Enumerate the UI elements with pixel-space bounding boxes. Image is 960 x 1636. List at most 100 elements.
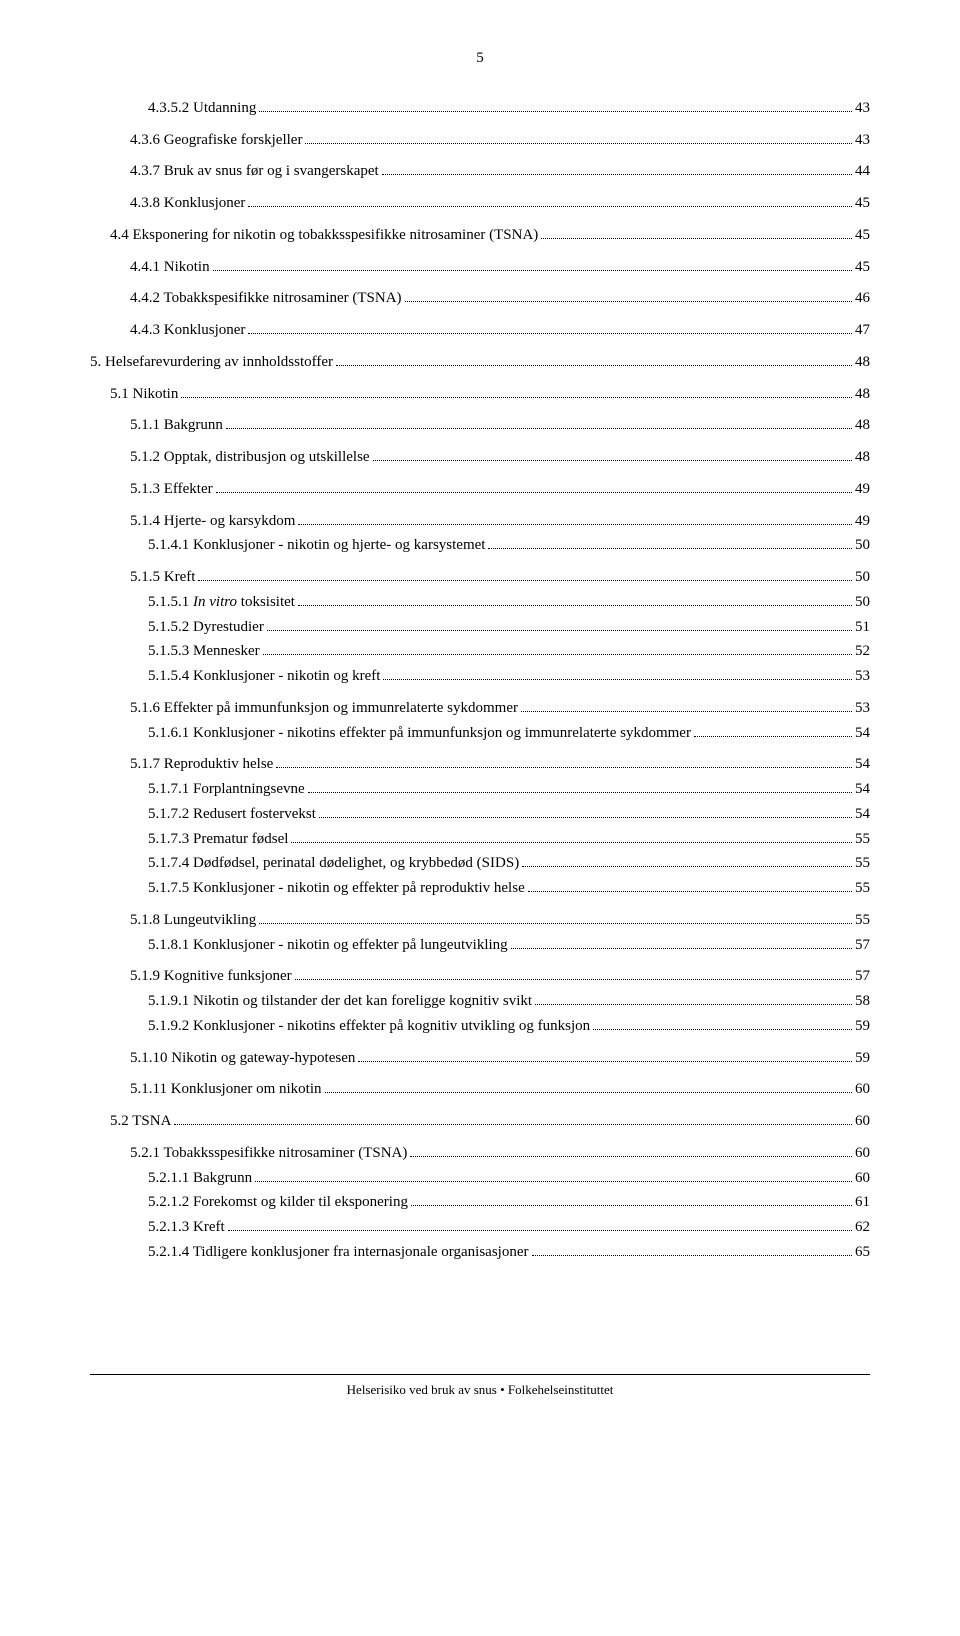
toc-leader-dots bbox=[319, 817, 852, 818]
toc-entry-page: 54 bbox=[855, 804, 870, 826]
toc-leader-dots bbox=[308, 792, 852, 793]
toc-leader-dots bbox=[694, 736, 852, 737]
toc-entry: 5.2.1.3 Kreft62 bbox=[148, 1217, 870, 1239]
toc-leader-dots bbox=[358, 1061, 852, 1062]
toc-entry: 4.3.8 Konklusjoner45 bbox=[130, 193, 870, 215]
toc-entry-label: 4.4.1 Nikotin bbox=[130, 257, 210, 279]
toc-entry-page: 55 bbox=[855, 829, 870, 851]
toc-entry-label: 5.1.7.2 Redusert fostervekst bbox=[148, 804, 316, 826]
toc-entry-page: 55 bbox=[855, 878, 870, 900]
table-of-contents: 4.3.5.2 Utdanning434.3.6 Geografiske for… bbox=[90, 98, 870, 1264]
toc-entry-label: 5.1.9.1 Nikotin og tilstander der det ka… bbox=[148, 991, 532, 1013]
toc-entry-page: 49 bbox=[855, 479, 870, 501]
toc-entry: 5.1.6 Effekter på immunfunksjon og immun… bbox=[130, 698, 870, 720]
toc-entry-page: 54 bbox=[855, 754, 870, 776]
toc-entry-label: 5.1.9 Kognitive funksjoner bbox=[130, 966, 292, 988]
toc-entry-page: 43 bbox=[855, 130, 870, 152]
toc-entry-label: 5.1.5.4 Konklusjoner - nikotin og kreft bbox=[148, 666, 380, 688]
toc-entry-page: 55 bbox=[855, 910, 870, 932]
toc-entry-page: 54 bbox=[855, 723, 870, 745]
toc-entry-page: 60 bbox=[855, 1079, 870, 1101]
toc-entry: 4.4.3 Konklusjoner 47 bbox=[130, 320, 870, 342]
toc-leader-dots bbox=[263, 654, 852, 655]
toc-entry-page: 59 bbox=[855, 1048, 870, 1070]
toc-entry: 5.1.4 Hjerte- og karsykdom49 bbox=[130, 511, 870, 533]
toc-entry-page: 57 bbox=[855, 966, 870, 988]
toc-entry-page: 49 bbox=[855, 511, 870, 533]
toc-entry-label: 5.1 Nikotin bbox=[110, 384, 178, 406]
toc-leader-dots bbox=[488, 548, 852, 549]
toc-entry: 5.1.9.1 Nikotin og tilstander der det ka… bbox=[148, 991, 870, 1013]
toc-entry-label: 5.1.1 Bakgrunn bbox=[130, 415, 223, 437]
toc-entry-label: 5.1.8 Lungeutvikling bbox=[130, 910, 256, 932]
toc-entry-label: 4.3.7 Bruk av snus før og i svangerskape… bbox=[130, 161, 379, 183]
toc-entry-label: 4.4.3 Konklusjoner bbox=[130, 320, 245, 342]
toc-leader-dots bbox=[593, 1029, 852, 1030]
toc-entry-label: 5.1.7.5 Konklusjoner - nikotin og effekt… bbox=[148, 878, 525, 900]
toc-leader-dots bbox=[248, 333, 852, 334]
toc-entry-page: 48 bbox=[855, 415, 870, 437]
toc-entry-label: 5.1.5.1 In vitro toksisitet bbox=[148, 592, 295, 614]
toc-entry-page: 48 bbox=[855, 384, 870, 406]
toc-entry-page: 60 bbox=[855, 1143, 870, 1165]
toc-entry-page: 53 bbox=[855, 666, 870, 688]
toc-leader-dots bbox=[305, 143, 852, 144]
toc-entry: 5. Helsefarevurdering av innholdsstoffer… bbox=[90, 352, 870, 374]
toc-entry-label: 5.1.9.2 Konklusjoner - nikotins effekter… bbox=[148, 1016, 590, 1038]
toc-entry-label: 5.1.7 Reproduktiv helse bbox=[130, 754, 273, 776]
page-number: 5 bbox=[90, 48, 870, 70]
toc-entry: 5.1.7.2 Redusert fostervekst 54 bbox=[148, 804, 870, 826]
toc-entry-label: 5.2 TSNA bbox=[110, 1111, 171, 1133]
toc-entry-label: 5.1.5 Kreft bbox=[130, 567, 195, 589]
toc-entry-label: 5.2.1 Tobakksspesifikke nitrosaminer (TS… bbox=[130, 1143, 407, 1165]
toc-entry-label: 5.1.7.4 Dødfødsel, perinatal dødelighet,… bbox=[148, 853, 519, 875]
page-footer: Helserisiko ved bruk av snus • Folkehels… bbox=[90, 1374, 870, 1400]
toc-leader-dots bbox=[259, 923, 852, 924]
toc-leader-dots bbox=[405, 301, 852, 302]
toc-entry-page: 53 bbox=[855, 698, 870, 720]
toc-entry-label: 4.3.5.2 Utdanning bbox=[148, 98, 256, 120]
toc-entry-label: 5.1.6.1 Konklusjoner - nikotins effekter… bbox=[148, 723, 691, 745]
toc-entry: 5.1.8.1 Konklusjoner - nikotin og effekt… bbox=[148, 935, 870, 957]
toc-leader-dots bbox=[181, 397, 852, 398]
toc-entry-label: 5.1.5.3 Mennesker bbox=[148, 641, 260, 663]
toc-entry-page: 59 bbox=[855, 1016, 870, 1038]
toc-leader-dots bbox=[541, 238, 852, 239]
toc-entry: 5.2.1.4 Tidligere konklusjoner fra inter… bbox=[148, 1242, 870, 1264]
toc-leader-dots bbox=[259, 111, 852, 112]
toc-entry: 5.1.6.1 Konklusjoner - nikotins effekter… bbox=[148, 723, 870, 745]
toc-entry-page: 47 bbox=[855, 320, 870, 342]
toc-entry: 4.3.5.2 Utdanning43 bbox=[148, 98, 870, 120]
toc-entry: 5.1 Nikotin 48 bbox=[110, 384, 870, 406]
toc-leader-dots bbox=[198, 580, 852, 581]
toc-leader-dots bbox=[522, 866, 852, 867]
toc-entry: 5.1.10 Nikotin og gateway-hypotesen59 bbox=[130, 1048, 870, 1070]
toc-entry-page: 48 bbox=[855, 447, 870, 469]
toc-leader-dots bbox=[535, 1004, 852, 1005]
toc-entry: 5.1.3 Effekter49 bbox=[130, 479, 870, 501]
toc-entry-page: 45 bbox=[855, 193, 870, 215]
toc-leader-dots bbox=[248, 206, 852, 207]
toc-entry: 5.1.1 Bakgrunn 48 bbox=[130, 415, 870, 437]
toc-entry-page: 46 bbox=[855, 288, 870, 310]
toc-entry-page: 44 bbox=[855, 161, 870, 183]
toc-entry-page: 52 bbox=[855, 641, 870, 663]
toc-leader-dots bbox=[276, 767, 852, 768]
toc-entry: 5.2.1.1 Bakgrunn60 bbox=[148, 1168, 870, 1190]
toc-entry-page: 57 bbox=[855, 935, 870, 957]
toc-entry-label: 5.1.2 Opptak, distribusjon og utskillels… bbox=[130, 447, 370, 469]
toc-entry-label: 5.1.11 Konklusjoner om nikotin bbox=[130, 1079, 322, 1101]
toc-entry-page: 65 bbox=[855, 1242, 870, 1264]
toc-entry-page: 50 bbox=[855, 592, 870, 614]
toc-leader-dots bbox=[528, 891, 852, 892]
toc-entry: 4.4.2 Tobakkspesifikke nitrosaminer (TSN… bbox=[130, 288, 870, 310]
toc-leader-dots bbox=[226, 428, 852, 429]
toc-entry: 5.1.5.1 In vitro toksisitet 50 bbox=[148, 592, 870, 614]
toc-entry-label: 5.1.5.2 Dyrestudier bbox=[148, 617, 264, 639]
toc-entry: 5.2.1 Tobakksspesifikke nitrosaminer (TS… bbox=[130, 1143, 870, 1165]
toc-entry: 4.4 Eksponering for nikotin og tobakkssp… bbox=[110, 225, 870, 247]
toc-leader-dots bbox=[410, 1156, 852, 1157]
toc-entry-page: 50 bbox=[855, 567, 870, 589]
toc-entry: 5.1.5 Kreft 50 bbox=[130, 567, 870, 589]
toc-entry: 4.4.1 Nikotin45 bbox=[130, 257, 870, 279]
